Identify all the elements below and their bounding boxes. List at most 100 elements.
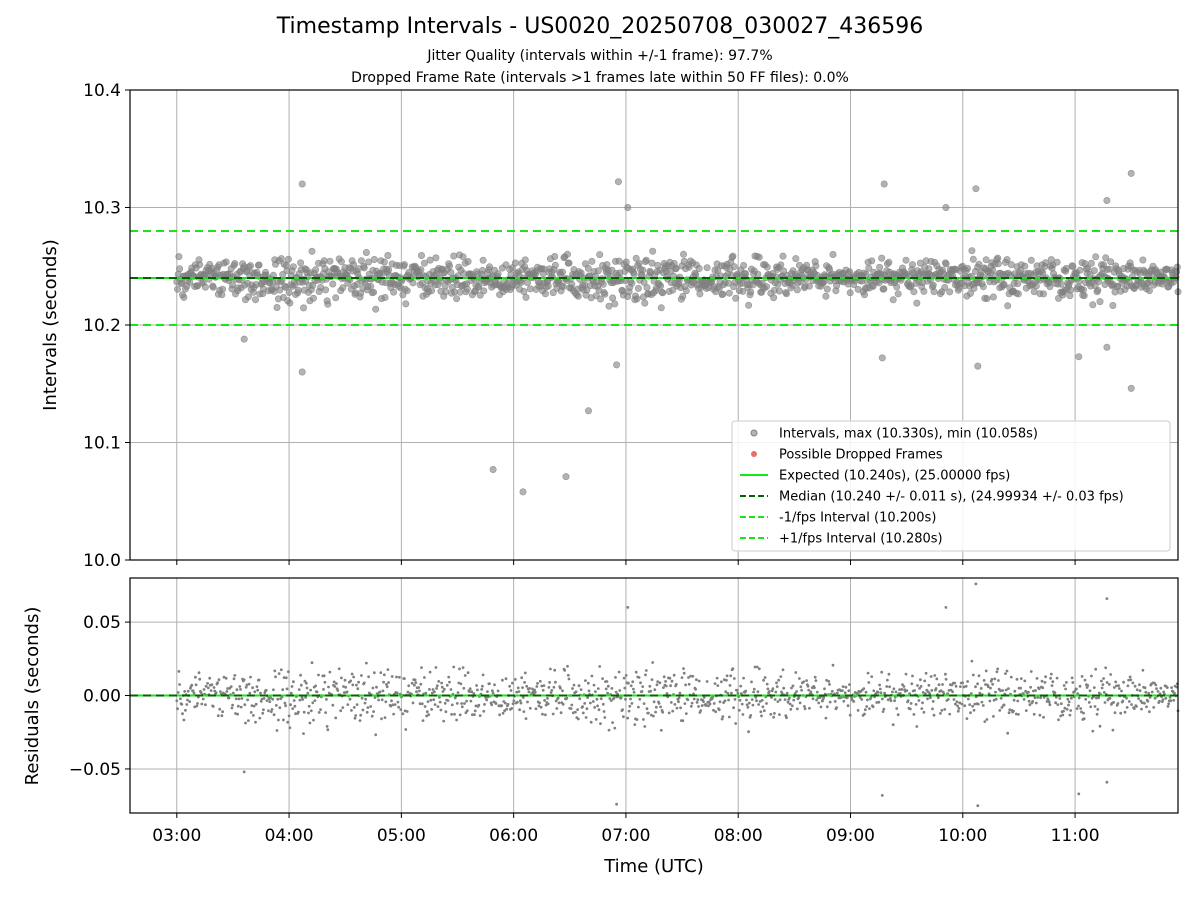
residual-outlier-point xyxy=(976,804,980,808)
residual-point xyxy=(265,699,269,702)
residual-point xyxy=(565,696,569,700)
residual-point xyxy=(755,699,758,703)
residual-point xyxy=(627,709,631,713)
residual-point xyxy=(922,710,926,714)
residual-point xyxy=(789,707,793,711)
residual-point xyxy=(312,718,315,722)
x-axis-label: Time (UTC) xyxy=(603,856,704,877)
residual-point xyxy=(511,681,514,685)
residual-point xyxy=(1056,703,1060,706)
residual-point xyxy=(1032,712,1036,716)
residual-point xyxy=(590,674,594,678)
residual-point xyxy=(712,702,716,705)
interval-point xyxy=(277,255,285,263)
residual-point xyxy=(1129,678,1133,682)
residual-point xyxy=(992,715,995,718)
residual-point xyxy=(1042,696,1046,699)
residual-point xyxy=(186,689,190,693)
residual-point xyxy=(782,686,786,690)
residual-point xyxy=(913,689,916,692)
residual-point xyxy=(1119,711,1123,715)
residuals-x-ticks: 03:00 04:00 05:00 06:00 07:00 08:00 09:00 10:00… xyxy=(152,813,1100,846)
interval-point xyxy=(420,259,428,267)
residual-point xyxy=(654,705,658,709)
interval-outlier-point xyxy=(972,185,980,193)
residual-point xyxy=(533,688,536,692)
residual-point xyxy=(933,674,937,677)
residual-point xyxy=(348,697,352,701)
residual-point xyxy=(524,717,528,720)
residual-point xyxy=(518,708,521,712)
residual-point xyxy=(251,686,255,690)
residual-point xyxy=(1125,706,1129,709)
residual-point xyxy=(773,698,777,701)
residual-point xyxy=(727,715,731,719)
residual-point xyxy=(554,680,557,684)
legend-label: Intervals, max (10.330s), min (10.058s) xyxy=(779,427,1038,442)
residual-point xyxy=(438,700,442,704)
residual-point xyxy=(247,719,250,722)
residual-point xyxy=(349,679,353,683)
residual-point xyxy=(1109,673,1113,676)
residual-point xyxy=(641,685,645,688)
residual-point xyxy=(406,690,410,694)
residual-point xyxy=(848,683,851,686)
residual-point xyxy=(501,711,505,715)
residual-point xyxy=(584,679,587,682)
residual-point xyxy=(423,705,427,708)
chart-subtitle-dropped: Dropped Frame Rate (intervals >1 frames … xyxy=(351,70,849,86)
interval-point xyxy=(1027,256,1035,264)
residual-point xyxy=(237,697,241,701)
interval-point xyxy=(568,280,576,288)
interval-point xyxy=(634,284,642,292)
residual-point xyxy=(1004,672,1007,675)
residual-point xyxy=(511,702,515,706)
interval-point xyxy=(763,263,771,271)
residual-point xyxy=(879,691,883,695)
residual-point xyxy=(455,702,459,705)
residual-point xyxy=(863,708,867,712)
residual-point xyxy=(835,706,838,709)
residual-point xyxy=(403,709,407,713)
residual-point xyxy=(944,672,947,676)
residual-point xyxy=(342,685,345,688)
interval-outlier-point xyxy=(1103,343,1111,351)
residual-point xyxy=(638,697,642,701)
residual-point xyxy=(795,690,798,693)
residual-point xyxy=(846,696,849,699)
residual-point xyxy=(230,706,234,710)
residual-point xyxy=(254,702,258,706)
interval-point xyxy=(390,288,398,296)
residual-point xyxy=(304,696,307,699)
residual-point xyxy=(876,691,880,694)
residual-point xyxy=(1038,713,1042,717)
residual-point xyxy=(841,689,844,692)
residual-point xyxy=(1047,700,1051,704)
residual-point xyxy=(601,677,604,680)
residual-point xyxy=(327,685,330,689)
residual-point xyxy=(692,697,696,701)
residual-point xyxy=(413,678,417,682)
interval-point xyxy=(299,304,307,312)
residual-point xyxy=(611,721,614,724)
interval-point xyxy=(942,260,950,268)
residual-point xyxy=(927,683,931,687)
residual-point xyxy=(517,690,521,693)
residual-point xyxy=(650,678,654,681)
residual-point xyxy=(627,681,630,685)
interval-point xyxy=(367,282,375,290)
residual-point xyxy=(358,719,362,722)
residual-point xyxy=(339,709,343,713)
residual-point xyxy=(414,681,418,684)
residual-point xyxy=(374,733,378,737)
residual-point xyxy=(969,711,972,715)
residual-point xyxy=(926,697,929,701)
residual-point xyxy=(599,722,602,725)
residual-point xyxy=(652,714,655,718)
residual-point xyxy=(578,697,582,701)
residual-point xyxy=(299,683,303,687)
residual-point xyxy=(1033,696,1037,700)
residual-point xyxy=(459,682,463,686)
residual-point xyxy=(1059,714,1062,718)
interval-point xyxy=(551,253,559,261)
